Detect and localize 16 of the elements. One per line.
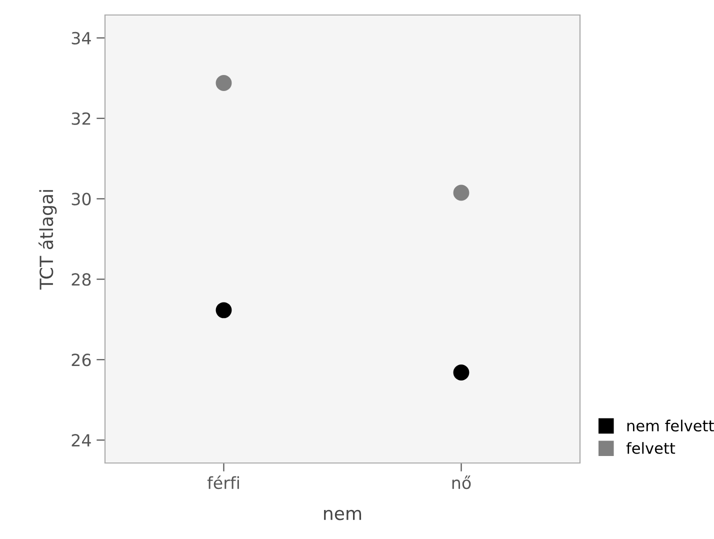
y-tick-label: 32 bbox=[72, 112, 90, 125]
y-tick-label: 30 bbox=[72, 192, 91, 206]
point bbox=[453, 184, 470, 201]
point bbox=[216, 74, 232, 91]
y-axis-title: TCT átlagai bbox=[38, 190, 57, 290]
y-tick-label: 24 bbox=[72, 434, 91, 446]
x-axis-title: nem bbox=[324, 510, 362, 520]
legend-label: felvett bbox=[626, 442, 676, 454]
legend-label: nem felvett bbox=[627, 420, 714, 432]
x-tick-label: férfi bbox=[207, 476, 239, 490]
y-tick-label: 26 bbox=[72, 354, 91, 366]
point bbox=[453, 364, 470, 380]
x-tick-label: nő bbox=[452, 476, 471, 490]
y-tick-label: 28 bbox=[72, 273, 91, 286]
point bbox=[216, 302, 232, 318]
y-tick-label: 34 bbox=[72, 32, 91, 44]
